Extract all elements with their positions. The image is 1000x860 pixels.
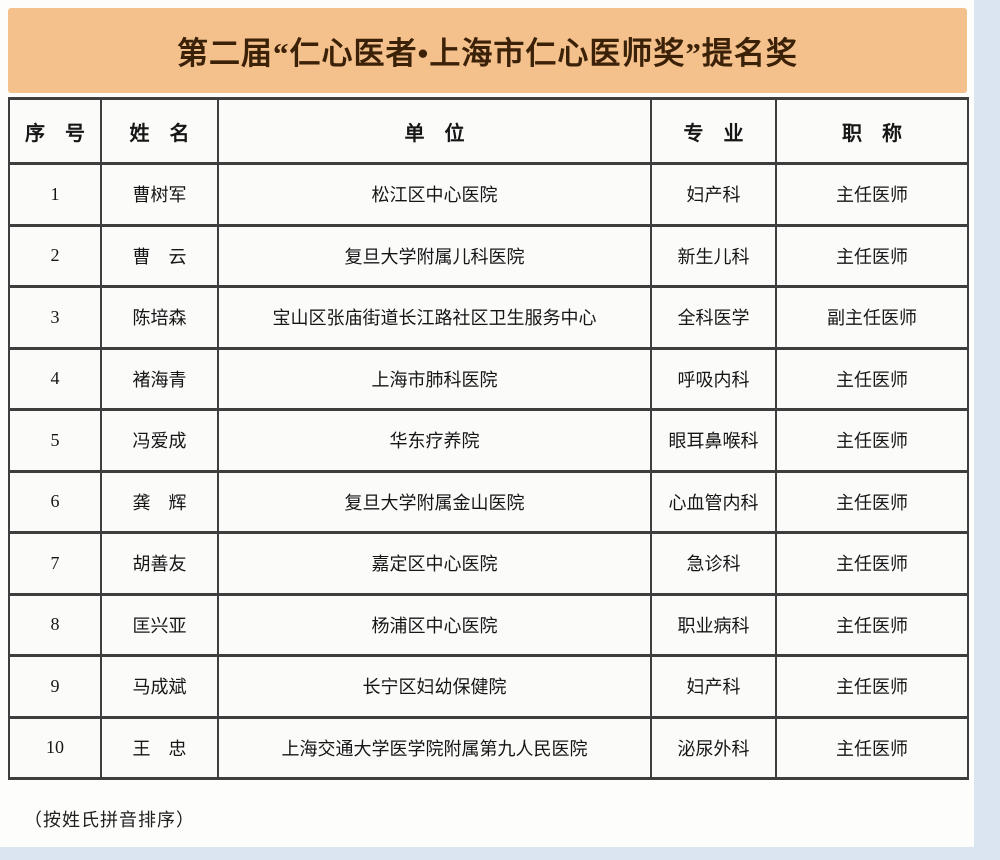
cell-name: 冯爱成 [100, 408, 219, 473]
cell-index: 10 [8, 715, 102, 780]
cell-index: 8 [8, 592, 102, 657]
table-row: 3 陈培森 宝山区张庙街道长江路社区卫生服务中心 全科医学 副主任医师 [8, 285, 969, 350]
cell-index: 6 [8, 469, 102, 534]
cell-specialty: 眼耳鼻喉科 [650, 408, 777, 473]
cell-index: 3 [8, 285, 102, 350]
cell-index: 7 [8, 531, 102, 596]
cell-name: 王 忠 [100, 715, 219, 780]
header-cell-jobtitle: 职 称 [775, 97, 969, 165]
cell-workunit: 杨浦区中心医院 [217, 592, 652, 657]
header-cell-specialty: 专 业 [650, 97, 777, 165]
cell-jobtitle: 主任医师 [775, 469, 969, 534]
cell-name: 曹 云 [100, 223, 219, 288]
cell-workunit: 华东疗养院 [217, 408, 652, 473]
table-row: 8 匡兴亚 杨浦区中心医院 职业病科 主任医师 [8, 592, 969, 657]
cell-workunit: 松江区中心医院 [217, 162, 652, 227]
cell-specialty: 泌尿外科 [650, 715, 777, 780]
cell-specialty: 急诊科 [650, 531, 777, 596]
cell-jobtitle: 主任医师 [775, 346, 969, 411]
cell-index: 5 [8, 408, 102, 473]
cell-workunit: 复旦大学附属金山医院 [217, 469, 652, 534]
cell-workunit: 嘉定区中心医院 [217, 531, 652, 596]
cell-jobtitle: 主任医师 [775, 654, 969, 719]
header-cell-name: 姓 名 [100, 97, 219, 165]
table-row: 9 马成斌 长宁区妇幼保健院 妇产科 主任医师 [8, 654, 969, 719]
header-row: 序 号 姓 名 单 位 专 业 职 称 [8, 97, 969, 165]
cell-workunit: 宝山区张庙街道长江路社区卫生服务中心 [217, 285, 652, 350]
cell-jobtitle: 主任医师 [775, 223, 969, 288]
table-body: 1 曹树军 松江区中心医院 妇产科 主任医师 2 曹 云复旦大学附属儿科医院 新生儿科 主任医师… [8, 162, 969, 780]
cell-jobtitle: 主任医师 [775, 715, 969, 780]
cell-jobtitle: 副主任医师 [775, 285, 969, 350]
table-row: 1 曹树军 松江区中心医院 妇产科 主任医师 [8, 162, 969, 227]
page-title: 第二届“仁心医者•上海市仁心医师奖”提名奖 [177, 36, 798, 71]
cell-specialty: 职业病科 [650, 592, 777, 657]
document-sheet: 第二届“仁心医者•上海市仁心医师奖”提名奖 序 号 姓 名 单 位 专 业 职 … [0, 0, 974, 847]
cell-name: 褚海青 [100, 346, 219, 411]
award-title-banner: 第二届“仁心医者•上海市仁心医师奖”提名奖 [8, 8, 967, 93]
nominees-table: 序 号 姓 名 单 位 专 业 职 称 1 曹树军 松江区中心医院 妇产科 主任医师 2 曹… [8, 97, 969, 780]
cell-workunit: 上海市肺科医院 [217, 346, 652, 411]
cell-name: 龚 辉 [100, 469, 219, 534]
cell-jobtitle: 主任医师 [775, 592, 969, 657]
cell-jobtitle: 主任医师 [775, 408, 969, 473]
header-cell-index: 序 号 [8, 97, 102, 165]
cell-workunit: 长宁区妇幼保健院 [217, 654, 652, 719]
table-row: 7 胡善友 嘉定区中心医院 急诊科 主任医师 [8, 531, 969, 596]
cell-specialty: 妇产科 [650, 162, 777, 227]
cell-jobtitle: 主任医师 [775, 531, 969, 596]
cell-specialty: 妇产科 [650, 654, 777, 719]
cell-name: 胡善友 [100, 531, 219, 596]
sort-order-note: （按姓氏拼音排序） [24, 810, 195, 830]
table-row: 5 冯爱成 华东疗养院 眼耳鼻喉科 主任医师 [8, 408, 969, 473]
cell-jobtitle: 主任医师 [775, 162, 969, 227]
cell-index: 4 [8, 346, 102, 411]
header-cell-workunit: 单 位 [217, 97, 652, 165]
cell-workunit: 上海交通大学医学院附属第九人民医院 [217, 715, 652, 780]
cell-specialty: 呼吸内科 [650, 346, 777, 411]
cell-index: 2 [8, 223, 102, 288]
cell-name: 陈培森 [100, 285, 219, 350]
cell-specialty: 全科医学 [650, 285, 777, 350]
cell-specialty: 心血管内科 [650, 469, 777, 534]
table-row: 4 褚海青 上海市肺科医院 呼吸内科 主任医师 [8, 346, 969, 411]
cell-name: 匡兴亚 [100, 592, 219, 657]
cell-name: 曹树军 [100, 162, 219, 227]
cell-specialty: 新生儿科 [650, 223, 777, 288]
table-row: 10 王 忠上海交通大学医学院附属第九人民医院 泌尿外科 主任医师 [8, 715, 969, 780]
cell-index: 9 [8, 654, 102, 719]
cell-index: 1 [8, 162, 102, 227]
cell-name: 马成斌 [100, 654, 219, 719]
cell-workunit: 复旦大学附属儿科医院 [217, 223, 652, 288]
